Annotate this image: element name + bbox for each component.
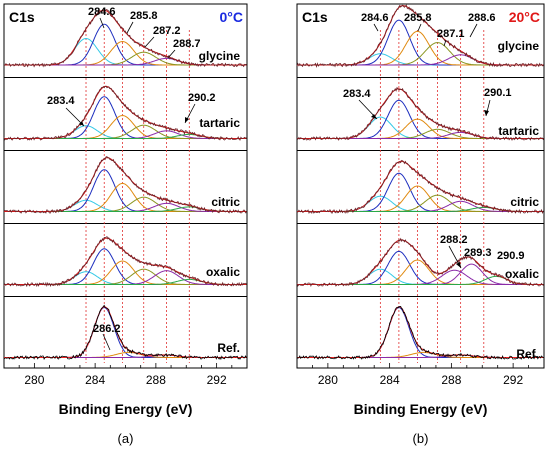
- sample-label: citric: [510, 195, 539, 209]
- annotation-leader: [417, 23, 422, 32]
- temperature-label: 0°C: [220, 9, 244, 25]
- panel-b: 280 284 288 292 C1s 20°C glycine tartaric c…: [296, 3, 545, 446]
- fit-envelope: [4, 85, 247, 139]
- fit-envelope: [4, 306, 247, 358]
- peak-annotation: 285.8: [130, 10, 158, 22]
- arrow-head: [371, 114, 377, 119]
- peak-annotation: 283.4: [47, 95, 75, 107]
- peak-annotation: 287.1: [437, 28, 465, 40]
- x-axis-ticks: 280 284 288 292: [3, 363, 248, 387]
- annotation-leader: [126, 21, 134, 34]
- raw-spectrum: [296, 237, 544, 288]
- peak-annotation: 288.2: [440, 234, 468, 246]
- raw-spectrum: [3, 235, 247, 288]
- peak-annotation: 286.2: [93, 323, 121, 335]
- x-axis-label: Binding Energy (eV): [354, 401, 488, 417]
- peak-annotation: 283.4: [343, 88, 371, 100]
- raw-spectrum: [296, 86, 544, 141]
- sample-label: tartaric: [498, 124, 539, 138]
- x-axis-ticks: 280 284 288 292: [296, 363, 545, 387]
- raw-spectrum: [3, 8, 247, 68]
- core-level-label: C1s: [9, 9, 35, 25]
- x-tick-label: 292: [207, 373, 227, 387]
- fit-component: [297, 351, 544, 358]
- arrow-head: [79, 121, 84, 126]
- x-tick-label: 280: [24, 373, 44, 387]
- sample-label: oxalic: [206, 265, 240, 279]
- peak-annotation: 289.3: [464, 247, 492, 259]
- peak-annotation: 290.2: [188, 92, 216, 104]
- reference-lines: [85, 30, 190, 363]
- peak-annotation: 290.9: [497, 250, 525, 262]
- x-axis-label: Binding Energy (eV): [59, 401, 193, 417]
- sample-label: glycine: [498, 39, 540, 53]
- peak-annotation: 287.2: [153, 25, 181, 37]
- fit-component: [297, 306, 544, 358]
- sample-label: glycine: [199, 49, 241, 63]
- raw-spectrum: [3, 304, 247, 361]
- fit-envelope: [297, 306, 544, 358]
- arrow-head: [456, 262, 461, 268]
- annotation-leader: [469, 23, 478, 38]
- annotation-leader: [102, 333, 111, 351]
- annotation-leader: [373, 23, 379, 32]
- raw-spectrum: [3, 156, 247, 214]
- peak-annotation: 285.8: [404, 12, 432, 24]
- annotation-leader: [167, 49, 176, 59]
- peak-annotation: 290.1: [484, 87, 512, 99]
- annotation-leader: [443, 39, 447, 47]
- x-tick-label: 284: [85, 373, 105, 387]
- fit-component: [297, 194, 544, 212]
- raw-spectrum: [296, 159, 544, 215]
- sample-label: tartaric: [199, 116, 240, 130]
- sample-label: citric: [211, 195, 240, 209]
- panel-a: 280 284 288 292 C1s 0°C glycine tartaric ci…: [3, 3, 248, 446]
- spectra: [296, 4, 544, 360]
- spectra: [3, 8, 247, 361]
- arrow-head: [484, 110, 489, 116]
- peak-annotation: 288.7: [173, 38, 201, 50]
- raw-spectrum: [3, 85, 247, 141]
- sample-label: Ref.: [516, 347, 539, 361]
- temperature-label: 20°C: [509, 9, 540, 25]
- raw-spectrum: [296, 4, 544, 68]
- x-tick-label: 284: [380, 373, 400, 387]
- x-tick-label: 280: [318, 373, 338, 387]
- arrow-head: [185, 117, 189, 123]
- peak-annotation: 284.6: [88, 6, 116, 18]
- raw-spectrum: [296, 306, 544, 360]
- fit-component: [4, 351, 247, 358]
- fit-component: [297, 195, 544, 212]
- x-tick-label: 292: [503, 373, 523, 387]
- fit-component: [4, 169, 247, 212]
- x-tick-label: 288: [146, 373, 166, 387]
- panel-label: (b): [413, 431, 429, 446]
- peak-annotation: 288.6: [468, 12, 496, 24]
- fit-component: [4, 306, 247, 358]
- panel-label: (a): [118, 431, 134, 446]
- peak-annotation: 284.6: [361, 12, 389, 24]
- fit-component: [4, 196, 247, 212]
- fit-component: [297, 185, 544, 212]
- x-tick-label: 288: [441, 373, 461, 387]
- annotation-leader: [144, 36, 155, 48]
- core-level-label: C1s: [302, 9, 328, 25]
- annotation-leader: [99, 17, 105, 29]
- sample-label: Ref.: [217, 341, 240, 355]
- sample-label: oxalic: [505, 267, 539, 281]
